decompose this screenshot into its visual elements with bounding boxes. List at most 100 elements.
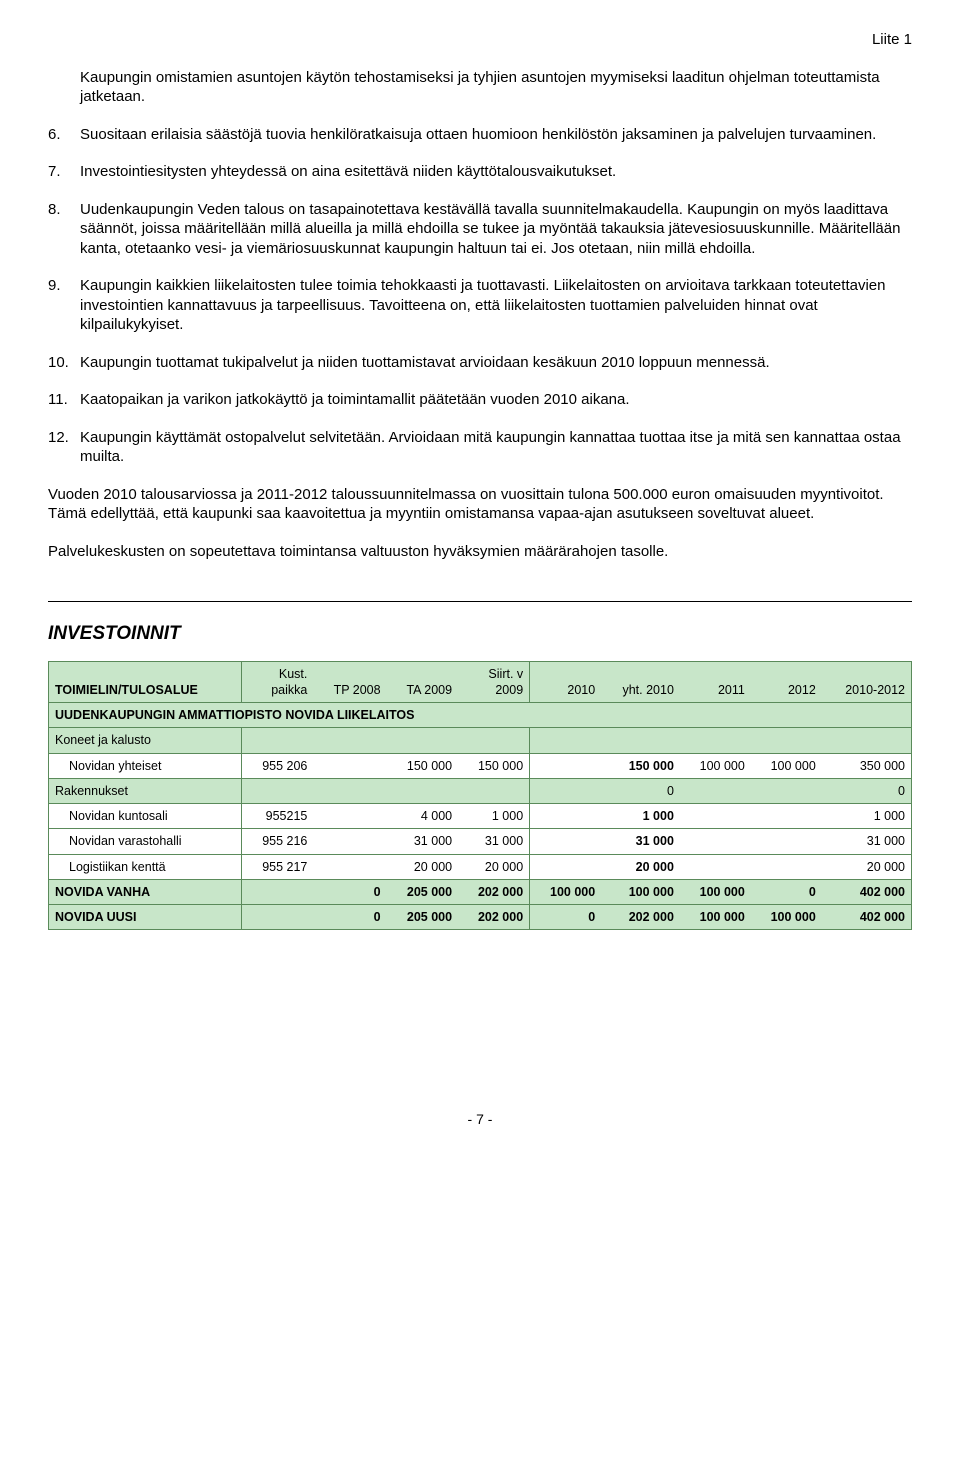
table-cell: 150 000 bbox=[601, 753, 680, 778]
table-cell: 955 216 bbox=[242, 829, 314, 854]
table-cell: 150 000 bbox=[387, 753, 459, 778]
table-cell bbox=[242, 879, 314, 904]
table-cell bbox=[530, 854, 602, 879]
paragraph-1: Vuoden 2010 talousarviossa ja 2011-2012 … bbox=[48, 485, 912, 524]
paragraph-2: Palvelukeskusten on sopeutettava toimint… bbox=[48, 542, 912, 562]
table-cell bbox=[313, 854, 386, 879]
table-cell bbox=[680, 854, 751, 879]
table-cell: 31 000 bbox=[822, 829, 912, 854]
list-text: Kaupungin kaikkien liikelaitosten tulee … bbox=[80, 276, 912, 335]
list-number: 11. bbox=[48, 390, 80, 410]
table-row: Rakennukset00 bbox=[49, 778, 912, 803]
page-number: - 7 - bbox=[48, 1110, 912, 1128]
table-cell bbox=[680, 829, 751, 854]
table-header-cell: TP 2008 bbox=[313, 661, 386, 703]
table-cell bbox=[751, 804, 822, 829]
list-item: Kaupungin omistamien asuntojen käytön te… bbox=[48, 68, 912, 107]
list-text: Investointiesitysten yhteydessä on aina … bbox=[80, 162, 912, 182]
table-row: NOVIDA VANHA0205 000202 000100 000100 00… bbox=[49, 879, 912, 904]
table-cell: 955 206 bbox=[242, 753, 314, 778]
table-cell: UUDENKAUPUNGIN AMMATTIOPISTO NOVIDA LIIK… bbox=[49, 703, 912, 728]
list-number bbox=[48, 68, 80, 107]
table-cell bbox=[530, 804, 602, 829]
table-row: Logistiikan kenttä955 21720 00020 00020 … bbox=[49, 854, 912, 879]
table-cell: 0 bbox=[751, 879, 822, 904]
table-cell: 955 217 bbox=[242, 854, 314, 879]
table-row: Novidan yhteiset955 206150 000150 000150… bbox=[49, 753, 912, 778]
list-number: 10. bbox=[48, 353, 80, 373]
table-cell bbox=[313, 829, 386, 854]
table-cell bbox=[313, 728, 386, 753]
table-cell: 402 000 bbox=[822, 905, 912, 930]
table-header-cell: TOIMIELIN/TULOSALUE bbox=[49, 661, 242, 703]
table-cell: 100 000 bbox=[680, 753, 751, 778]
table-cell: 205 000 bbox=[387, 879, 459, 904]
table-cell: 100 000 bbox=[751, 753, 822, 778]
table-cell: 100 000 bbox=[751, 905, 822, 930]
table-cell bbox=[458, 728, 530, 753]
list-text: Suositaan erilaisia säästöjä tuovia henk… bbox=[80, 125, 912, 145]
table-title-row: UUDENKAUPUNGIN AMMATTIOPISTO NOVIDA LIIK… bbox=[49, 703, 912, 728]
list-text: Kaupungin tuottamat tukipalvelut ja niid… bbox=[80, 353, 912, 373]
table-cell: 0 bbox=[313, 879, 386, 904]
table-row: Koneet ja kalusto bbox=[49, 728, 912, 753]
table-cell bbox=[242, 778, 314, 803]
table-cell bbox=[530, 753, 602, 778]
table-cell bbox=[601, 728, 680, 753]
table-cell: Novidan yhteiset bbox=[49, 753, 242, 778]
list-number: 9. bbox=[48, 276, 80, 335]
table-cell: 1 000 bbox=[822, 804, 912, 829]
section-title-investoinnit: INVESTOINNIT bbox=[48, 622, 912, 647]
table-cell bbox=[313, 804, 386, 829]
table-cell: 31 000 bbox=[387, 829, 459, 854]
table-cell: 100 000 bbox=[680, 879, 751, 904]
table-header-cell: 2012 bbox=[751, 661, 822, 703]
section-divider bbox=[48, 601, 912, 602]
table-cell: 1 000 bbox=[458, 804, 530, 829]
table-cell: 31 000 bbox=[458, 829, 530, 854]
table-cell: Novidan varastohalli bbox=[49, 829, 242, 854]
table-cell: 0 bbox=[822, 778, 912, 803]
table-cell: 0 bbox=[601, 778, 680, 803]
table-cell: 100 000 bbox=[680, 905, 751, 930]
table-cell: 0 bbox=[313, 905, 386, 930]
table-cell: 202 000 bbox=[458, 905, 530, 930]
list-item: 8.Uudenkaupungin Veden talous on tasapai… bbox=[48, 200, 912, 259]
table-cell bbox=[530, 728, 602, 753]
table-cell: 20 000 bbox=[458, 854, 530, 879]
table-header-cell: TA 2009 bbox=[387, 661, 459, 703]
table-cell: 20 000 bbox=[387, 854, 459, 879]
table-cell bbox=[242, 728, 314, 753]
table-header-cell: yht. 2010 bbox=[601, 661, 680, 703]
table-cell bbox=[751, 854, 822, 879]
list-item: 11.Kaatopaikan ja varikon jatkokäyttö ja… bbox=[48, 390, 912, 410]
table-row: Novidan varastohalli955 21631 00031 0003… bbox=[49, 829, 912, 854]
table-cell bbox=[751, 829, 822, 854]
table-cell bbox=[530, 829, 602, 854]
table-header-cell: 2010-2012 bbox=[822, 661, 912, 703]
list-item: 12.Kaupungin käyttämät ostopalvelut selv… bbox=[48, 428, 912, 467]
table-cell: NOVIDA VANHA bbox=[49, 879, 242, 904]
investment-table: TOIMIELIN/TULOSALUEKust.paikkaTP 2008TA … bbox=[48, 661, 912, 931]
table-cell bbox=[530, 778, 602, 803]
list-text: Kaupungin omistamien asuntojen käytön te… bbox=[80, 68, 912, 107]
table-cell: 402 000 bbox=[822, 879, 912, 904]
table-cell bbox=[458, 778, 530, 803]
list-item: 6.Suositaan erilaisia säästöjä tuovia he… bbox=[48, 125, 912, 145]
table-cell: Koneet ja kalusto bbox=[49, 728, 242, 753]
table-header-cell: 2011 bbox=[680, 661, 751, 703]
list-item: 10. Kaupungin tuottamat tukipalvelut ja … bbox=[48, 353, 912, 373]
numbered-list: Kaupungin omistamien asuntojen käytön te… bbox=[48, 68, 912, 467]
table-cell: 20 000 bbox=[601, 854, 680, 879]
table-cell: 202 000 bbox=[601, 905, 680, 930]
list-number: 8. bbox=[48, 200, 80, 259]
table-cell bbox=[313, 753, 386, 778]
table-cell bbox=[680, 778, 751, 803]
table-cell: 4 000 bbox=[387, 804, 459, 829]
table-cell bbox=[751, 728, 822, 753]
table-row: NOVIDA UUSI0205 000202 0000202 000100 00… bbox=[49, 905, 912, 930]
table-cell: 955215 bbox=[242, 804, 314, 829]
table-header-cell: Kust.paikka bbox=[242, 661, 314, 703]
table-cell: 150 000 bbox=[458, 753, 530, 778]
list-item: 7.Investointiesitysten yhteydessä on ain… bbox=[48, 162, 912, 182]
